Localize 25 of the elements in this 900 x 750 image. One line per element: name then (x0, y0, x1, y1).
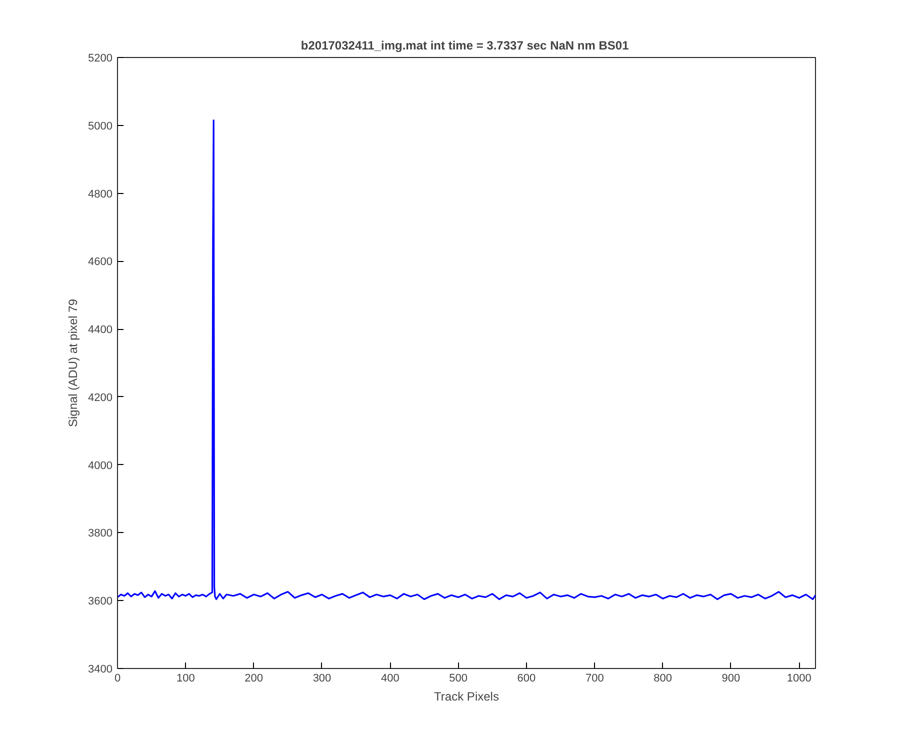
y-tick-label: 5000 (88, 120, 113, 132)
y-tick-label: 3400 (88, 664, 113, 676)
x-tick-label: 100 (176, 672, 195, 684)
y-tick-label: 4200 (88, 392, 113, 404)
line-series (118, 119, 816, 600)
x-tick-label: 500 (449, 672, 468, 684)
y-tick-label: 5200 (88, 52, 113, 64)
x-tick-label: 300 (312, 672, 332, 684)
x-axis-title: Track Pixels (434, 690, 499, 704)
x-tick-label: 200 (244, 672, 264, 684)
x-tick-label: 0 (114, 672, 121, 684)
y-axis-title: Signal (ADU) at pixel 79 (66, 298, 80, 428)
x-tick-label: 1000 (786, 672, 812, 684)
x-tick-label: 600 (517, 672, 536, 684)
y-tick-label: 4800 (88, 188, 113, 200)
x-tick-label: 400 (380, 672, 400, 684)
y-tick-label: 4600 (88, 256, 113, 268)
x-tick-label: 800 (654, 672, 672, 684)
x-tick-label: 900 (722, 672, 740, 684)
y-tick-label: 3600 (88, 596, 113, 608)
y-tick-label: 4400 (88, 324, 113, 336)
y-tick-label: 4000 (88, 460, 113, 472)
y-tick-label: 3800 (88, 528, 113, 540)
x-tick-label: 700 (585, 672, 604, 684)
chart-title: b2017032411_img.mat int time = 3.7337 sec NaN nm BS01 (300, 38, 630, 52)
